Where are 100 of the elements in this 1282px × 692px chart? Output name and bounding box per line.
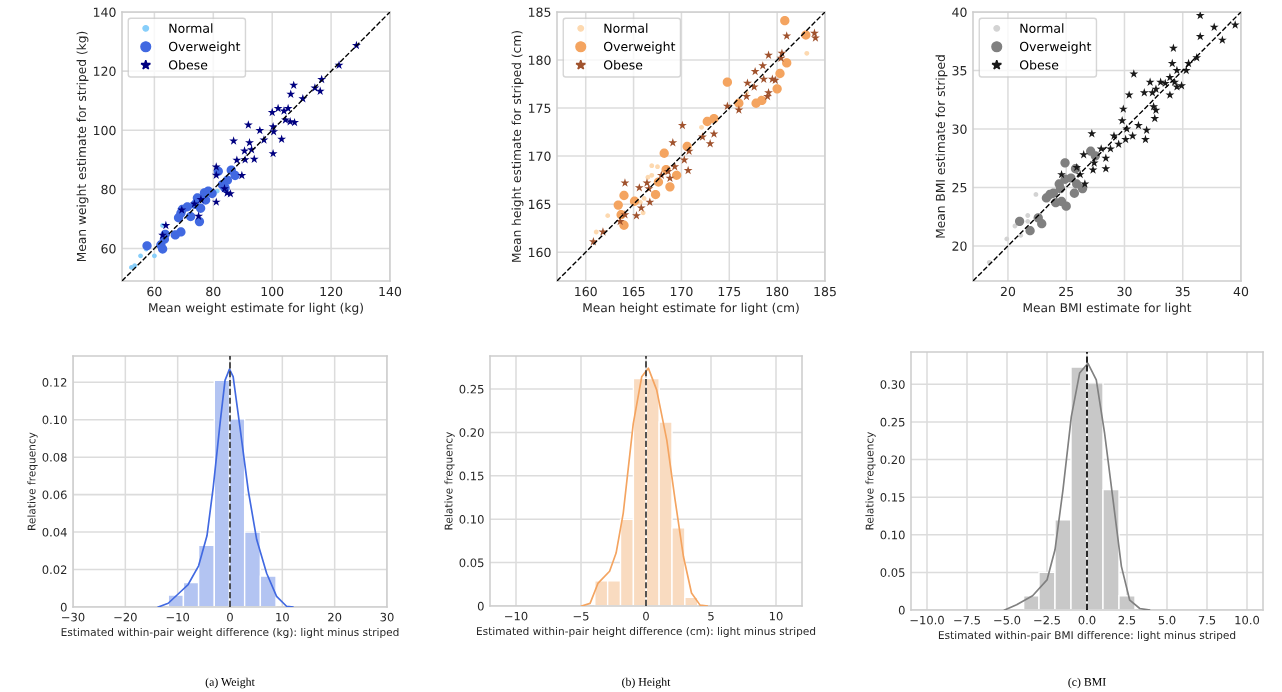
y-tick-label: 30 bbox=[952, 124, 967, 134]
point bbox=[665, 182, 675, 192]
point bbox=[705, 138, 715, 148]
point bbox=[683, 165, 693, 175]
point bbox=[772, 84, 782, 94]
point bbox=[268, 148, 278, 158]
x-tick-label: 140 bbox=[379, 286, 402, 297]
x-tick-label: 170 bbox=[670, 286, 693, 297]
point bbox=[709, 129, 719, 138]
x-tick-label: 20 bbox=[328, 612, 342, 622]
point bbox=[1150, 113, 1160, 123]
y-tick-label: 0.10 bbox=[880, 530, 905, 540]
text: (b) Height bbox=[622, 677, 671, 689]
x-tick-label: −10 bbox=[166, 612, 190, 622]
point bbox=[240, 146, 249, 155]
point bbox=[255, 125, 265, 135]
x-tick-label: 10.0 bbox=[1235, 615, 1260, 625]
y-tick-label: 0.05 bbox=[459, 558, 484, 568]
y-axis-title: Mean weight estimate for striped (kg) bbox=[76, 31, 89, 262]
point bbox=[243, 120, 253, 129]
point bbox=[613, 200, 623, 210]
point bbox=[764, 88, 773, 97]
x-tick-label: 80 bbox=[206, 286, 221, 297]
point bbox=[659, 148, 669, 158]
point bbox=[734, 105, 744, 114]
x-tick-label: 5.0 bbox=[1158, 615, 1176, 625]
x-tick-label: −10 bbox=[505, 611, 528, 621]
point bbox=[1087, 128, 1097, 138]
point bbox=[1025, 226, 1035, 236]
x-axis-title: Estimated within-pair height difference (cm): light minus striped bbox=[477, 626, 816, 638]
point bbox=[1165, 72, 1175, 82]
point bbox=[194, 216, 205, 227]
point bbox=[804, 50, 810, 56]
x-tick-label: 180 bbox=[766, 286, 789, 297]
x-axis-title: Estimated within-pair weight difference (kg): light minus striped bbox=[61, 627, 399, 639]
y-axis-title: Mean height estimate for striped (cm) bbox=[511, 31, 524, 262]
point bbox=[1079, 150, 1089, 159]
legend-label: Overweight bbox=[603, 41, 676, 54]
point bbox=[1118, 104, 1128, 113]
x-tick-label: 30 bbox=[1117, 286, 1132, 297]
point bbox=[655, 164, 660, 170]
line-series bbox=[580, 367, 708, 606]
point bbox=[1004, 236, 1010, 242]
point bbox=[1134, 120, 1143, 130]
y-tick-label: 0.15 bbox=[880, 493, 905, 502]
x-tick-label: 175 bbox=[718, 286, 741, 297]
point bbox=[1096, 144, 1106, 153]
y-tick-label: 0.25 bbox=[880, 417, 905, 427]
y-tick-label: 180 bbox=[528, 55, 551, 65]
point bbox=[1101, 164, 1111, 173]
point bbox=[182, 202, 193, 212]
point bbox=[668, 138, 678, 147]
point bbox=[742, 91, 751, 101]
x-tick-label: 35 bbox=[1175, 286, 1190, 297]
point bbox=[1195, 12, 1205, 20]
x-tick-label: 0.0 bbox=[1078, 615, 1096, 625]
x-tick-label: 0 bbox=[643, 611, 649, 621]
x-tick-label: −30 bbox=[62, 612, 85, 622]
x-tick-label: 60 bbox=[147, 286, 162, 297]
point bbox=[759, 74, 769, 84]
point bbox=[641, 195, 647, 201]
point bbox=[620, 178, 630, 187]
x-tick-label: 30 bbox=[380, 612, 394, 622]
y-tick-label: 185 bbox=[528, 7, 551, 17]
y-tick-label: 25 bbox=[952, 182, 967, 193]
point bbox=[1124, 90, 1134, 99]
point bbox=[273, 103, 283, 113]
point bbox=[277, 134, 287, 143]
point bbox=[290, 117, 300, 127]
x-tick-label: 120 bbox=[320, 286, 343, 297]
point bbox=[1142, 125, 1152, 134]
point bbox=[1106, 144, 1115, 153]
y-tick-label: 0 bbox=[477, 601, 484, 611]
x-tick-label: −10.0 bbox=[910, 615, 944, 625]
x-tick-label: 40 bbox=[1233, 286, 1249, 297]
point bbox=[1077, 183, 1088, 194]
point bbox=[1025, 213, 1031, 218]
y-tick-label: 160 bbox=[528, 247, 551, 258]
point bbox=[775, 68, 785, 79]
text: (c) BMI bbox=[1068, 677, 1106, 689]
y-tick-label: 100 bbox=[93, 125, 116, 136]
y-tick-label: 20 bbox=[952, 241, 967, 251]
x-tick-label: −2.5 bbox=[1034, 615, 1060, 625]
point bbox=[1141, 134, 1150, 144]
y-tick-label: 40 bbox=[952, 7, 967, 17]
point bbox=[289, 80, 299, 90]
y-axis-title: Relative frequency bbox=[444, 431, 455, 530]
y-tick-label: 165 bbox=[528, 199, 551, 210]
y-tick-label: 0.06 bbox=[42, 490, 67, 500]
y-tick-label: 0.20 bbox=[459, 428, 484, 437]
x-tick-label: 10 bbox=[769, 611, 783, 621]
x-tick-label: −7.5 bbox=[954, 615, 980, 625]
point bbox=[1177, 81, 1186, 90]
point bbox=[1168, 43, 1178, 53]
x-tick-label: −5 bbox=[573, 611, 589, 621]
point bbox=[605, 213, 611, 219]
y-tick-label: 35 bbox=[952, 65, 967, 76]
point bbox=[1061, 201, 1071, 211]
point bbox=[1172, 65, 1182, 75]
point bbox=[1060, 158, 1070, 168]
